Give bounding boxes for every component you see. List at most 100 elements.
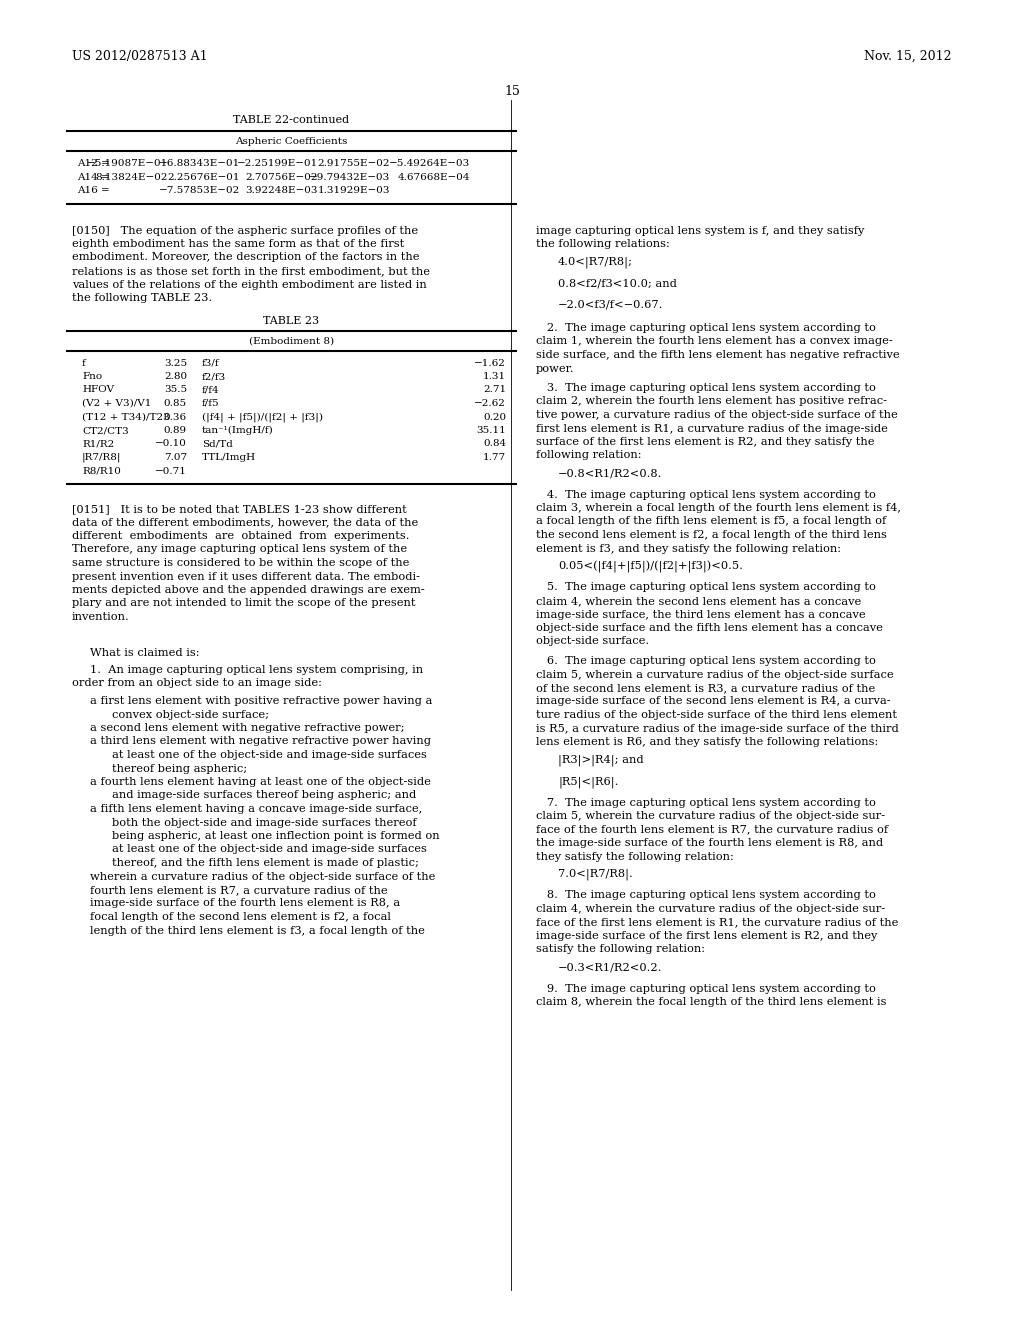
Text: following relation:: following relation:: [536, 450, 641, 461]
Text: Aspheric Coefficients: Aspheric Coefficients: [236, 137, 348, 147]
Text: thereof, and the fifth lens element is made of plastic;: thereof, and the fifth lens element is m…: [112, 858, 419, 869]
Text: satisfy the following relation:: satisfy the following relation:: [536, 945, 705, 954]
Text: 15: 15: [504, 84, 520, 98]
Text: (V2 + V3)/V1: (V2 + V3)/V1: [82, 399, 152, 408]
Text: HFOV: HFOV: [82, 385, 114, 395]
Text: same structure is considered to be within the scope of the: same structure is considered to be withi…: [72, 558, 410, 568]
Text: a focal length of the fifth lens element is f5, a focal length of: a focal length of the fifth lens element…: [536, 516, 886, 527]
Text: A16 =: A16 =: [77, 186, 110, 195]
Text: object-side surface and the fifth lens element has a concave: object-side surface and the fifth lens e…: [536, 623, 883, 634]
Text: of the second lens element is R3, a curvature radius of the: of the second lens element is R3, a curv…: [536, 682, 876, 693]
Text: −2.0<f3/f<−0.67.: −2.0<f3/f<−0.67.: [558, 300, 664, 309]
Text: 7.0<|R7/R8|.: 7.0<|R7/R8|.: [558, 869, 633, 880]
Text: claim 8, wherein the focal length of the third lens element is: claim 8, wherein the focal length of the…: [536, 997, 887, 1007]
Text: ture radius of the object-side surface of the third lens element: ture radius of the object-side surface o…: [536, 710, 897, 719]
Text: TTL/ImgH: TTL/ImgH: [202, 453, 256, 462]
Text: R1/R2: R1/R2: [82, 440, 115, 449]
Text: being aspheric, at least one inflection point is formed on: being aspheric, at least one inflection …: [112, 832, 439, 841]
Text: order from an object side to an image side:: order from an object side to an image si…: [72, 678, 322, 689]
Text: thereof being aspheric;: thereof being aspheric;: [112, 763, 247, 774]
Text: −2.25199E−01: −2.25199E−01: [237, 158, 318, 168]
Text: |R7/R8|: |R7/R8|: [82, 453, 122, 462]
Text: relations is as those set forth in the first embodiment, but the: relations is as those set forth in the f…: [72, 267, 430, 276]
Text: 8.13824E−02: 8.13824E−02: [95, 173, 168, 181]
Text: 4.  The image capturing optical lens system according to: 4. The image capturing optical lens syst…: [536, 490, 876, 499]
Text: image-side surface of the fourth lens element is R8, a: image-side surface of the fourth lens el…: [90, 899, 400, 908]
Text: image-side surface of the first lens element is R2, and they: image-side surface of the first lens ele…: [536, 931, 878, 941]
Text: 6.  The image capturing optical lens system according to: 6. The image capturing optical lens syst…: [536, 656, 876, 667]
Text: −5.49264E−03: −5.49264E−03: [389, 158, 470, 168]
Text: 9.  The image capturing optical lens system according to: 9. The image capturing optical lens syst…: [536, 983, 876, 994]
Text: a fifth lens element having a concave image-side surface,: a fifth lens element having a concave im…: [90, 804, 422, 814]
Text: claim 4, wherein the second lens element has a concave: claim 4, wherein the second lens element…: [536, 597, 861, 606]
Text: −1.62: −1.62: [474, 359, 506, 367]
Text: US 2012/0287513 A1: US 2012/0287513 A1: [72, 50, 208, 63]
Text: tan⁻¹(ImgH/f): tan⁻¹(ImgH/f): [202, 426, 273, 436]
Text: the following relations:: the following relations:: [536, 239, 670, 249]
Text: |R5|<|R6|.: |R5|<|R6|.: [558, 776, 618, 788]
Text: 0.85: 0.85: [164, 399, 187, 408]
Text: 2.25676E−01: 2.25676E−01: [168, 173, 240, 181]
Text: 2.80: 2.80: [164, 372, 187, 381]
Text: 3.25: 3.25: [164, 359, 187, 367]
Text: both the object-side and image-side surfaces thereof: both the object-side and image-side surf…: [112, 817, 417, 828]
Text: A12 =: A12 =: [77, 158, 110, 168]
Text: 0.89: 0.89: [164, 426, 187, 436]
Text: 4.0<|R7/R8|;: 4.0<|R7/R8|;: [558, 256, 633, 268]
Text: 2.  The image capturing optical lens system according to: 2. The image capturing optical lens syst…: [536, 323, 876, 333]
Text: image capturing optical lens system is f, and they satisfy: image capturing optical lens system is f…: [536, 226, 864, 235]
Text: f: f: [82, 359, 86, 367]
Text: is R5, a curvature radius of the image-side surface of the third: is R5, a curvature radius of the image-s…: [536, 723, 899, 734]
Text: |R3|>|R4|; and: |R3|>|R4|; and: [558, 755, 644, 766]
Text: claim 5, wherein a curvature radius of the object-side surface: claim 5, wherein a curvature radius of t…: [536, 669, 894, 680]
Text: f3/f: f3/f: [202, 359, 219, 367]
Text: 7.  The image capturing optical lens system according to: 7. The image capturing optical lens syst…: [536, 797, 876, 808]
Text: element is f3, and they satisfy the following relation:: element is f3, and they satisfy the foll…: [536, 544, 841, 553]
Text: −7.57853E−02: −7.57853E−02: [159, 186, 240, 195]
Text: at least one of the object-side and image-side surfaces: at least one of the object-side and imag…: [112, 845, 427, 854]
Text: R8/R10: R8/R10: [82, 466, 121, 475]
Text: −6.88343E−01: −6.88343E−01: [159, 158, 240, 168]
Text: convex object-side surface;: convex object-side surface;: [112, 710, 269, 719]
Text: f/f4: f/f4: [202, 385, 219, 395]
Text: a fourth lens element having at least one of the object-side: a fourth lens element having at least on…: [90, 777, 431, 787]
Text: face of the fourth lens element is R7, the curvature radius of: face of the fourth lens element is R7, t…: [536, 825, 888, 834]
Text: claim 5, wherein the curvature radius of the object-side sur-: claim 5, wherein the curvature radius of…: [536, 810, 885, 821]
Text: [0150]   The equation of the aspheric surface profiles of the: [0150] The equation of the aspheric surf…: [72, 226, 418, 235]
Text: −2.62: −2.62: [474, 399, 506, 408]
Text: eighth embodiment has the same form as that of the first: eighth embodiment has the same form as t…: [72, 239, 404, 249]
Text: 0.8<f2/f3<10.0; and: 0.8<f2/f3<10.0; and: [558, 279, 677, 288]
Text: claim 4, wherein the curvature radius of the object-side sur-: claim 4, wherein the curvature radius of…: [536, 904, 885, 913]
Text: 1.31929E−03: 1.31929E−03: [317, 186, 390, 195]
Text: at least one of the object-side and image-side surfaces: at least one of the object-side and imag…: [112, 750, 427, 760]
Text: (|f4| + |f5|)/(|f2| + |f3|): (|f4| + |f5|)/(|f2| + |f3|): [202, 412, 323, 422]
Text: and image-side surfaces thereof being aspheric; and: and image-side surfaces thereof being as…: [112, 791, 416, 800]
Text: 4.67668E−04: 4.67668E−04: [397, 173, 470, 181]
Text: 1.  An image capturing optical lens system comprising, in: 1. An image capturing optical lens syste…: [90, 665, 423, 675]
Text: f2/f3: f2/f3: [202, 372, 226, 381]
Text: different  embodiments  are  obtained  from  experiments.: different embodiments are obtained from …: [72, 531, 410, 541]
Text: 7.07: 7.07: [164, 453, 187, 462]
Text: −5.19087E−01: −5.19087E−01: [87, 158, 168, 168]
Text: power.: power.: [536, 363, 574, 374]
Text: claim 3, wherein a focal length of the fourth lens element is f4,: claim 3, wherein a focal length of the f…: [536, 503, 901, 513]
Text: the second lens element is f2, a focal length of the third lens: the second lens element is f2, a focal l…: [536, 531, 887, 540]
Text: data of the different embodiments, however, the data of the: data of the different embodiments, howev…: [72, 517, 418, 528]
Text: Fno: Fno: [82, 372, 102, 381]
Text: (Embodiment 8): (Embodiment 8): [249, 337, 334, 346]
Text: −0.71: −0.71: [155, 466, 187, 475]
Text: first lens element is R1, a curvature radius of the image-side: first lens element is R1, a curvature ra…: [536, 424, 888, 433]
Text: 1.77: 1.77: [483, 453, 506, 462]
Text: embodiment. Moreover, the description of the factors in the: embodiment. Moreover, the description of…: [72, 252, 420, 263]
Text: side surface, and the fifth lens element has negative refractive: side surface, and the fifth lens element…: [536, 350, 900, 360]
Text: surface of the first lens element is R2, and they satisfy the: surface of the first lens element is R2,…: [536, 437, 874, 447]
Text: a second lens element with negative refractive power;: a second lens element with negative refr…: [90, 723, 404, 733]
Text: 8.  The image capturing optical lens system according to: 8. The image capturing optical lens syst…: [536, 891, 876, 900]
Text: 35.5: 35.5: [164, 385, 187, 395]
Text: plary and are not intended to limit the scope of the present: plary and are not intended to limit the …: [72, 598, 416, 609]
Text: face of the first lens element is R1, the curvature radius of the: face of the first lens element is R1, th…: [536, 917, 898, 928]
Text: 1.31: 1.31: [483, 372, 506, 381]
Text: −9.79432E−03: −9.79432E−03: [309, 173, 390, 181]
Text: 0.36: 0.36: [164, 412, 187, 421]
Text: tive power, a curvature radius of the object-side surface of the: tive power, a curvature radius of the ob…: [536, 411, 898, 420]
